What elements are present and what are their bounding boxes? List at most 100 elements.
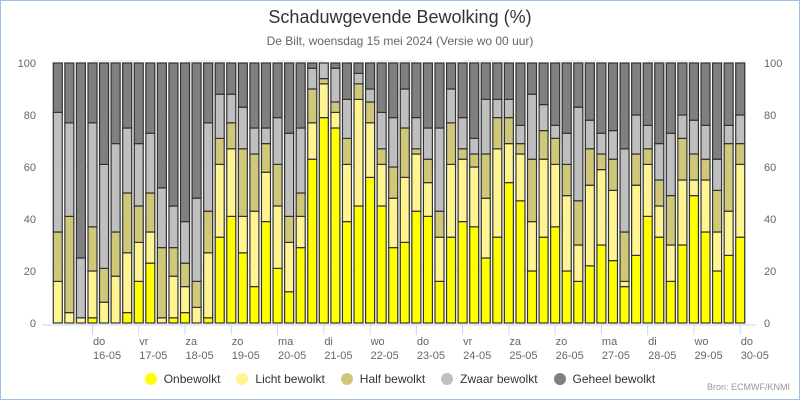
y-tick-label-left: 0	[30, 318, 36, 330]
bar-half-bewolkt	[364, 101, 376, 124]
bar-stack	[168, 62, 179, 324]
bar-stack	[388, 62, 399, 324]
bar-licht-bewolkt	[573, 244, 584, 283]
bar-geheel-bewolkt	[631, 62, 642, 116]
bar-geheel-bewolkt	[677, 62, 688, 116]
x-tick-label-date: 26-05	[556, 350, 584, 362]
x-tick-label-day: wo	[370, 336, 385, 348]
bar-geheel-bewolkt	[122, 62, 133, 129]
bar-stack	[735, 62, 746, 324]
x-tick-label-day: di	[648, 336, 657, 348]
bar-half-bewolkt	[214, 137, 225, 165]
bar-licht-bewolkt	[203, 252, 214, 319]
bar-geheel-bewolkt	[700, 62, 711, 127]
bar-geheel-bewolkt	[179, 62, 191, 223]
bar-geheel-bewolkt	[214, 62, 225, 95]
bar-onbewolkt	[133, 280, 144, 324]
bar-onbewolkt	[573, 280, 584, 324]
bar-geheel-bewolkt	[226, 62, 237, 95]
bar-zwaar-bewolkt	[642, 124, 653, 150]
bar-zwaar-bewolkt	[654, 143, 665, 181]
legend-item-geheel-bewolkt[interactable]: Geheel bewolkt	[553, 372, 655, 386]
bar-licht-bewolkt	[272, 205, 283, 270]
bar-half-bewolkt	[688, 153, 700, 181]
bar-onbewolkt	[526, 270, 538, 324]
legend-item-half-bewolkt[interactable]: Half bewolkt	[340, 372, 425, 386]
bar-geheel-bewolkt	[515, 62, 526, 127]
legend-item-zwaar-bewolkt[interactable]: Zwaar bewolkt	[441, 372, 538, 386]
bar-licht-bewolkt	[735, 163, 746, 238]
x-tick-label-day: vr	[463, 336, 473, 348]
x-tick-label-date: 24-05	[463, 350, 491, 362]
bar-stack	[654, 62, 665, 324]
bar-stack	[318, 62, 329, 324]
bar-onbewolkt	[295, 247, 306, 324]
bar-licht-bewolkt	[515, 153, 526, 202]
bar-geheel-bewolkt	[330, 62, 341, 69]
bar-licht-bewolkt	[503, 143, 514, 184]
bar-geheel-bewolkt	[538, 62, 549, 106]
legend-item-onbewolkt[interactable]: Onbewolkt	[144, 372, 220, 386]
bar-licht-bewolkt	[353, 98, 364, 207]
bar-half-bewolkt	[376, 148, 387, 166]
bar-geheel-bewolkt	[411, 62, 422, 119]
bar-stack	[122, 62, 133, 324]
bar-geheel-bewolkt	[469, 62, 480, 140]
bar-licht-bewolkt	[677, 179, 688, 246]
bar-geheel-bewolkt	[526, 62, 538, 95]
bar-stack	[422, 62, 434, 324]
bar-onbewolkt	[584, 265, 595, 324]
bar-licht-bewolkt	[457, 158, 468, 223]
bar-geheel-bewolkt	[480, 62, 491, 101]
bar-zwaar-bewolkt	[422, 127, 434, 160]
y-tick-label-right: 20	[764, 266, 776, 278]
bar-zwaar-bewolkt	[619, 148, 630, 233]
bar-zwaar-bewolkt	[284, 132, 295, 217]
legend-item-licht-bewolkt[interactable]: Licht bewolkt	[236, 372, 325, 386]
bar-zwaar-bewolkt	[64, 122, 75, 218]
bar-zwaar-bewolkt	[388, 116, 399, 168]
bar-stack	[191, 62, 202, 324]
bar-half-bewolkt	[469, 153, 480, 168]
bar-stack	[492, 62, 503, 324]
bar-onbewolkt	[168, 317, 179, 324]
bar-zwaar-bewolkt	[203, 122, 214, 212]
bar-zwaar-bewolkt	[411, 116, 422, 150]
x-tick-label-date: 25-05	[509, 350, 537, 362]
bar-zwaar-bewolkt	[179, 221, 191, 264]
bar-half-bewolkt	[272, 163, 283, 207]
bar-zwaar-bewolkt	[145, 132, 156, 194]
bar-licht-bewolkt	[654, 205, 665, 238]
bar-licht-bewolkt	[179, 286, 191, 314]
bar-geheel-bewolkt	[145, 62, 156, 134]
bar-stack	[700, 62, 711, 324]
bar-stack	[133, 62, 144, 324]
bar-licht-bewolkt	[133, 241, 144, 282]
bar-licht-bewolkt	[422, 182, 434, 218]
bar-zwaar-bewolkt	[480, 98, 491, 155]
bar-onbewolkt	[272, 267, 283, 324]
legend-swatch-zwaar-bewolkt	[441, 373, 454, 385]
bar-half-bewolkt	[110, 231, 121, 277]
bar-geheel-bewolkt	[434, 62, 445, 129]
bar-geheel-bewolkt	[341, 62, 353, 101]
bar-onbewolkt	[503, 182, 514, 324]
bar-stack	[272, 62, 283, 324]
bar-zwaar-bewolkt	[399, 88, 410, 129]
bar-geheel-bewolkt	[561, 62, 572, 134]
bar-licht-bewolkt	[723, 210, 734, 256]
x-tick-label-date: 29-05	[694, 350, 722, 362]
bar-geheel-bewolkt	[307, 62, 318, 69]
bar-licht-bewolkt	[237, 215, 248, 254]
bar-half-bewolkt	[665, 195, 676, 246]
bar-onbewolkt	[422, 215, 434, 324]
bar-onbewolkt	[515, 200, 526, 324]
bar-half-bewolkt	[480, 153, 491, 199]
bar-licht-bewolkt	[145, 231, 156, 264]
bar-half-bewolkt	[226, 122, 237, 150]
x-tick-label-date: 30-05	[741, 350, 769, 362]
bar-onbewolkt	[538, 236, 549, 324]
bar-stack	[399, 62, 410, 324]
bar-licht-bewolkt	[642, 163, 653, 217]
bar-licht-bewolkt	[619, 280, 630, 288]
